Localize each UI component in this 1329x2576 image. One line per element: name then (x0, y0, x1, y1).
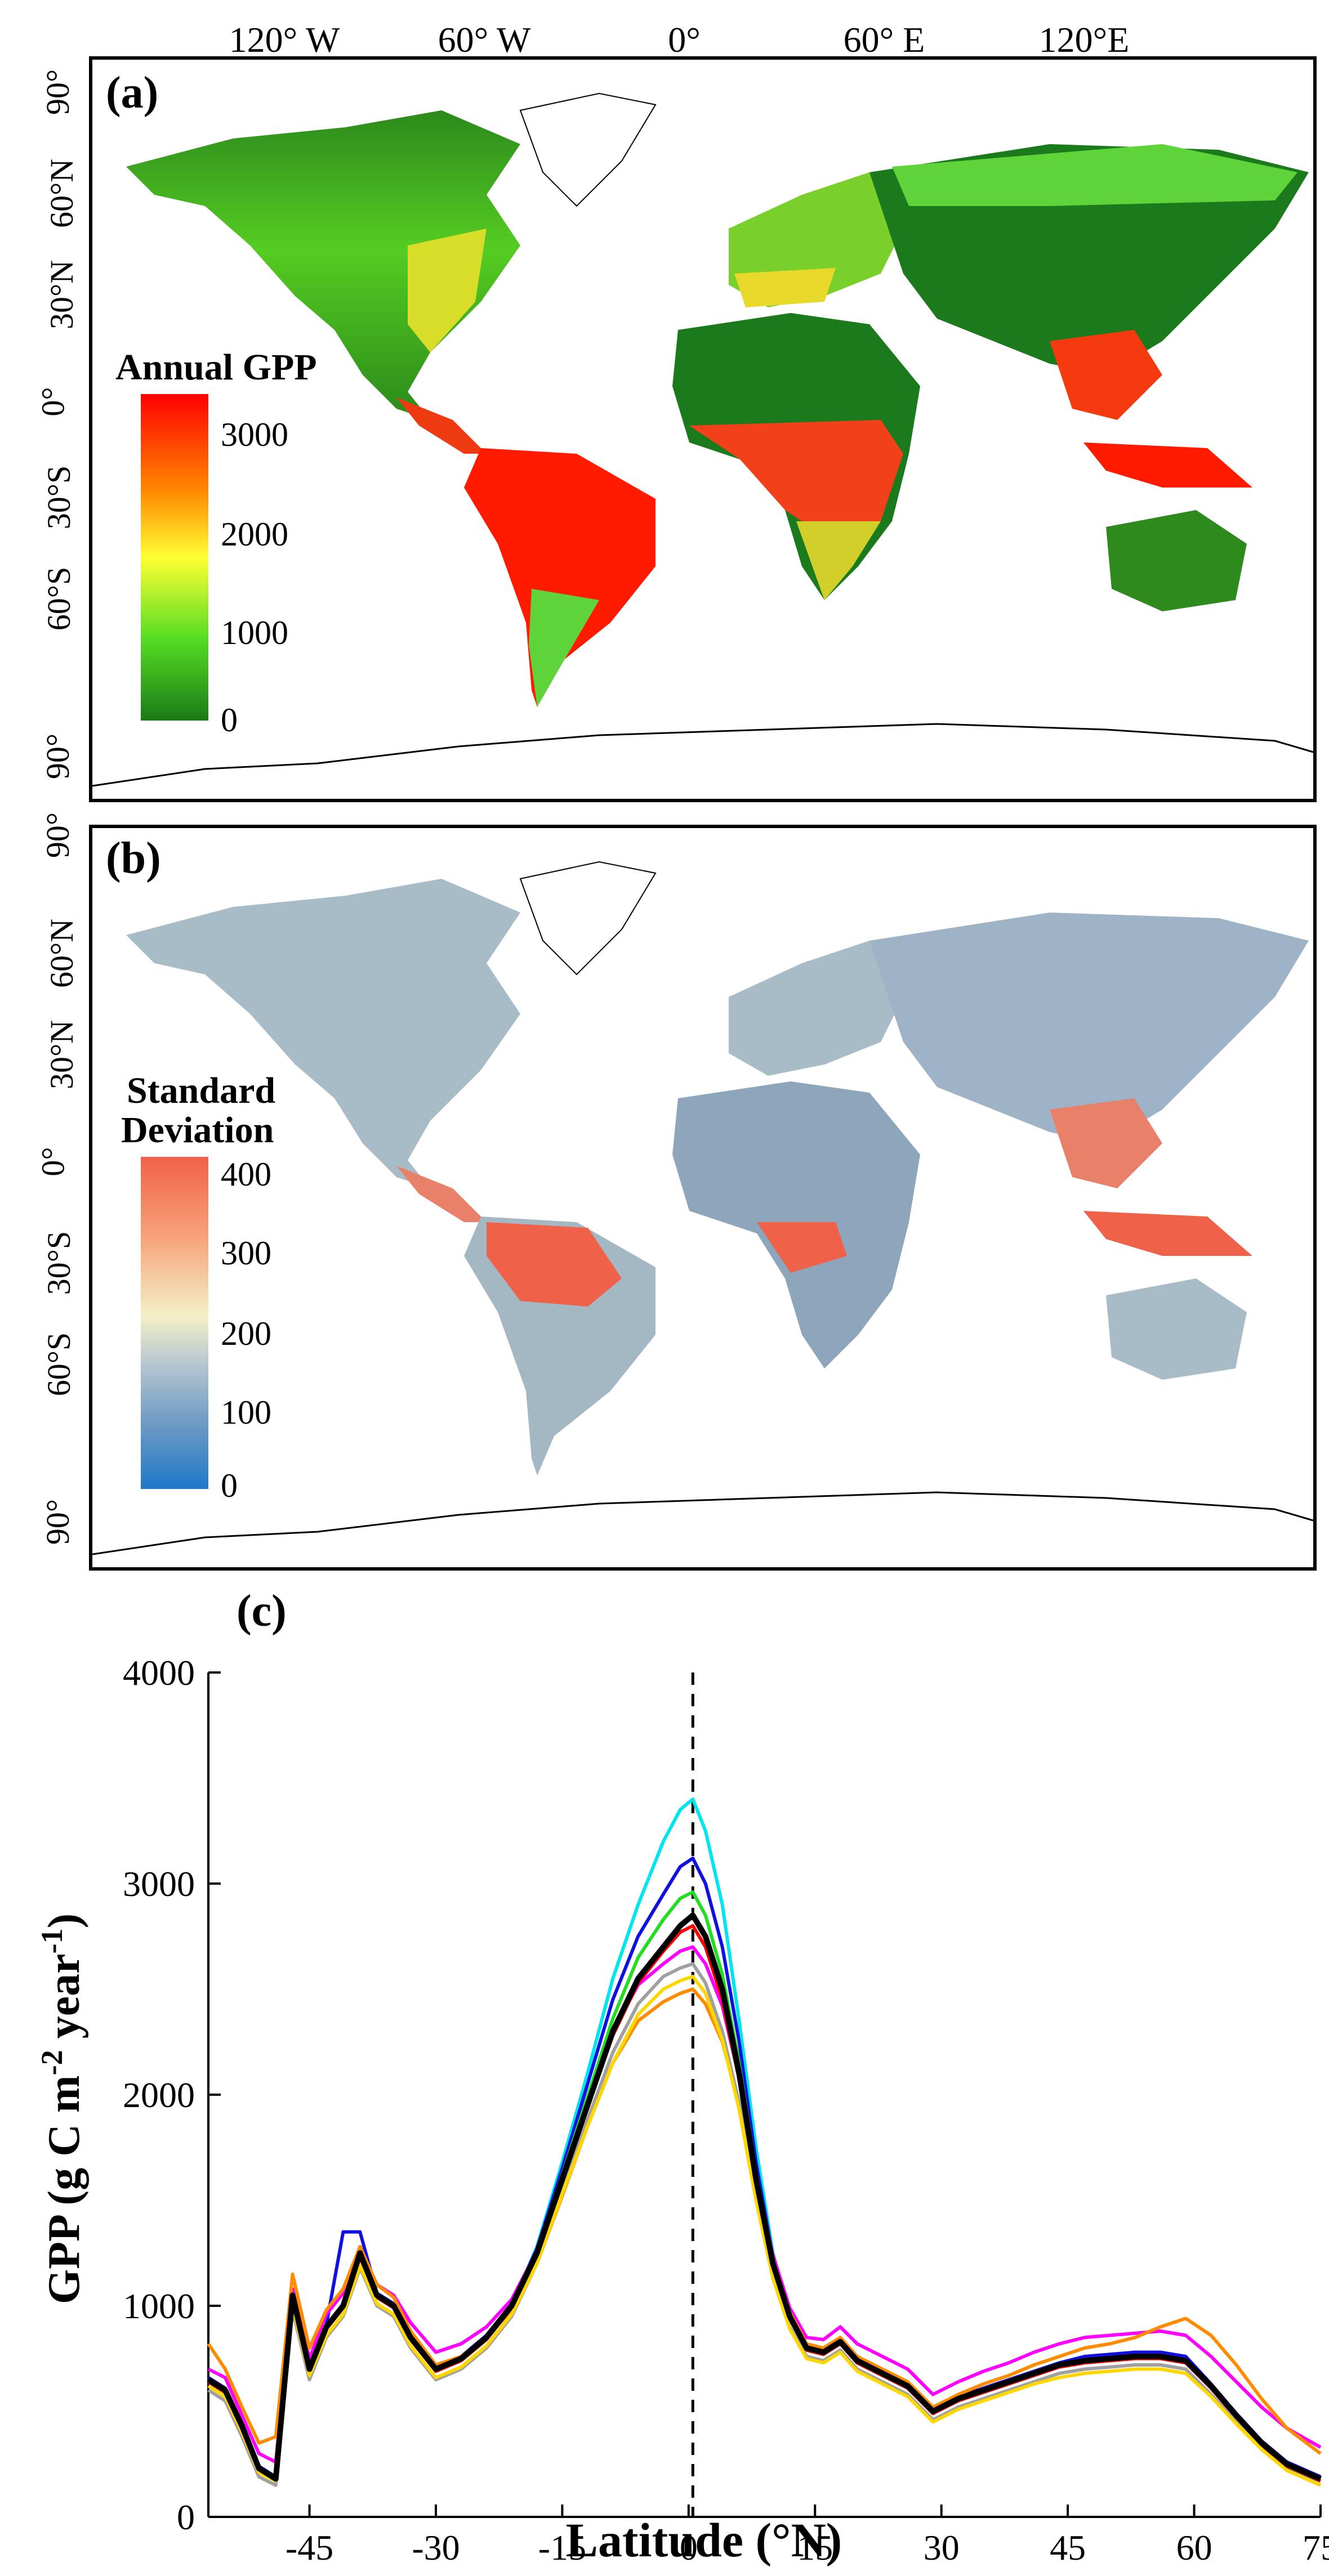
continent-greenland (519, 861, 657, 976)
map-gpp-svg (92, 92, 1313, 787)
legend-tick-gpp-1000: 1000 (221, 614, 288, 651)
lat-tick-a-90n: 90° (39, 69, 77, 115)
continent-central-america (396, 397, 487, 454)
map-panel-gpp (89, 56, 1317, 802)
lat-tick-b-0: 0° (34, 1147, 72, 1177)
lat-tick-b-60n: 60°N (43, 918, 81, 989)
legend-colorbar-sd (141, 1157, 208, 1489)
series-line-5 (207, 1890, 1322, 2481)
region-indonesia (1083, 442, 1252, 488)
chart-axes: 0 1000 2000 3000 4000 -45 -30 -15 0 15 30 45 60 75 (123, 1653, 1329, 2568)
y-axis-label-part: ) (39, 1913, 89, 1929)
y-tick-label: 2000 (123, 2075, 195, 2115)
lat-tick-a-30n: 30°N (43, 260, 81, 330)
region-europe-south (734, 268, 836, 307)
lat-tick-a-60n: 60°N (43, 158, 81, 229)
legend-tick-sd-300: 300 (221, 1235, 271, 1272)
lat-tick-a-60s: 60°S (41, 566, 78, 631)
continent-north-america (126, 879, 520, 1188)
region-africa-south (796, 521, 881, 600)
map-panel-sd (89, 825, 1317, 1571)
lat-tick-a-90s: 90° (39, 733, 77, 780)
continent-antarctica (92, 1491, 1313, 1555)
legend-title-gpp: Annual GPP (115, 347, 317, 388)
legend-tick-gpp-2000: 2000 (221, 516, 288, 553)
panel-label-b: (b) (106, 834, 161, 883)
y-axis-label-superscript: -1 (35, 1929, 69, 1954)
lat-tick-a-30s: 30°S (41, 465, 78, 530)
x-tick-label: 30 (924, 2528, 960, 2568)
legend-title-sd-line1: Standard (127, 1070, 276, 1111)
x-tick-label: 15 (797, 2528, 833, 2568)
lat-tick-b-90s: 90° (39, 1499, 77, 1545)
y-axis-label-part: GPP (g C m (39, 2076, 89, 2305)
y-axis-label: GPP (g C m-2 year-1) (35, 1913, 89, 2304)
legend-tick-gpp-0: 0 (221, 701, 238, 739)
region-na-east (408, 229, 487, 352)
series-line-2 (207, 1857, 1322, 2479)
legend-tick-gpp-3000: 3000 (221, 416, 288, 453)
lon-tick-120w: 120° W (229, 20, 340, 60)
region-sa-amazon (487, 1222, 622, 1307)
lat-tick-b-30n: 30°N (43, 1019, 81, 1090)
region-africa-tropics (689, 420, 903, 544)
x-tick-label: -45 (286, 2528, 333, 2568)
x-axis-label: Latitude (°N) (566, 2513, 842, 2567)
panel-label-c: (c) (237, 1586, 287, 1636)
x-tick-label: -15 (538, 2528, 586, 2568)
x-tick-label: 45 (1050, 2528, 1086, 2568)
legend-tick-sd-100: 100 (221, 1394, 271, 1431)
region-africa-congo (757, 1222, 847, 1273)
x-tick-label: 75 (1303, 2528, 1329, 2568)
lat-tick-b-90n: 90° (39, 812, 77, 858)
continent-asia (869, 913, 1309, 1143)
region-sa-south (529, 589, 599, 707)
series-line-1 (207, 1797, 1322, 2487)
continent-antarctica (92, 723, 1313, 787)
y-tick-label: 4000 (123, 1653, 195, 1693)
continent-south-america (464, 448, 655, 707)
region-asia-southeast (1050, 330, 1162, 420)
legend-tick-sd-400: 400 (221, 1156, 271, 1193)
x-tick-label: -30 (412, 2528, 460, 2568)
legend-colorbar-gpp (141, 394, 208, 721)
x-tick-label: 60 (1176, 2528, 1212, 2568)
continent-australia (1106, 1278, 1247, 1380)
map-sd-svg (92, 861, 1313, 1555)
lat-tick-b-30s: 30°S (41, 1231, 78, 1295)
chart-gpp-latitude: (c) 0 1000 2000 3000 4000 -45 -30 -15 0 15 30 45 60 7… (35, 1586, 1329, 2568)
legend-tick-sd-0: 0 (221, 1467, 238, 1504)
lat-tick-b-60s: 60°S (41, 1332, 78, 1397)
region-asia-southeast (1050, 1098, 1162, 1188)
legend-title-sd-line2: Deviation (121, 1110, 274, 1151)
continent-greenland (519, 92, 657, 207)
chart-series-group (207, 1797, 1322, 2487)
y-tick-label: 3000 (123, 1864, 195, 1904)
y-axis-label-part: year (39, 1954, 89, 2050)
lat-tick-a-0: 0° (34, 387, 72, 417)
continent-europe (729, 941, 909, 1076)
y-axis-label-superscript: -2 (35, 2050, 69, 2076)
lon-tick-0: 0° (668, 20, 701, 60)
continent-north-america (126, 110, 520, 420)
lon-tick-120e: 120°E (1038, 20, 1130, 60)
continent-australia (1106, 510, 1247, 611)
lon-tick-60w: 60° W (438, 20, 531, 60)
y-tick-label: 1000 (123, 2286, 195, 2326)
x-tick-label: 0 (680, 2528, 698, 2568)
series-line-8 (207, 1975, 1322, 2487)
region-asia-north (892, 144, 1297, 206)
lon-tick-60e: 60° E (843, 20, 925, 60)
series-line-0 (207, 1912, 1322, 2482)
panel-label-a: (a) (106, 68, 159, 118)
legend-tick-sd-200: 200 (221, 1315, 271, 1352)
region-indonesia (1083, 1211, 1252, 1256)
continent-central-america (396, 1166, 487, 1222)
y-tick-label: 0 (177, 2497, 195, 2537)
